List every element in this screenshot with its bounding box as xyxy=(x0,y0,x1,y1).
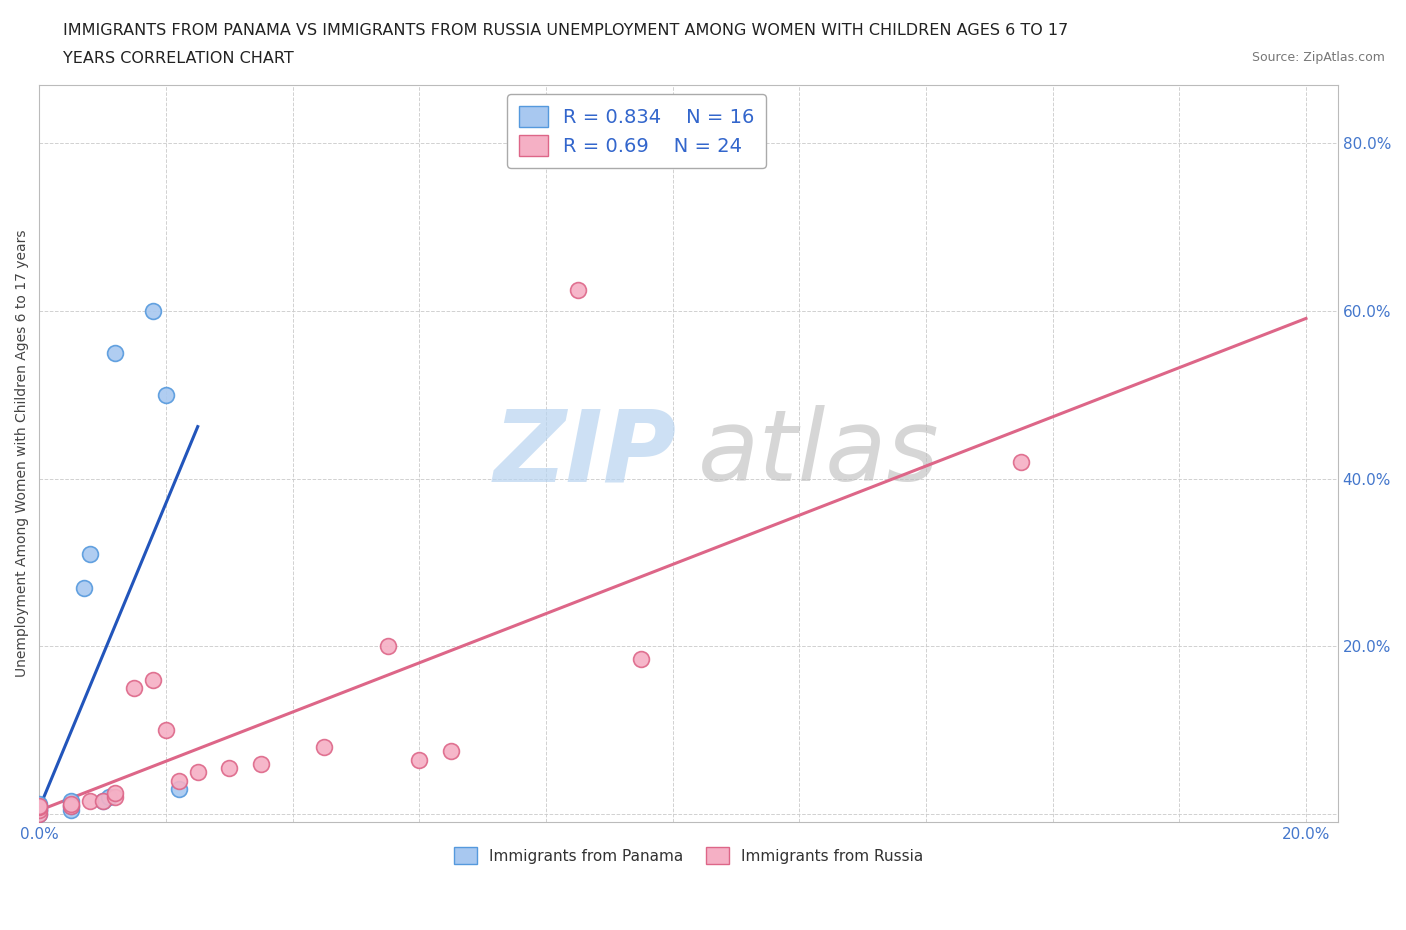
Point xyxy=(314,739,336,754)
Point xyxy=(60,803,83,817)
Point xyxy=(187,764,209,779)
Point xyxy=(440,744,463,759)
Point xyxy=(28,803,51,817)
Point xyxy=(79,547,101,562)
Point xyxy=(167,781,190,796)
Text: atlas: atlas xyxy=(697,405,939,502)
Point xyxy=(28,803,51,817)
Point xyxy=(408,752,430,767)
Point xyxy=(167,773,190,788)
Point xyxy=(630,652,652,667)
Point xyxy=(377,639,399,654)
Point xyxy=(98,790,121,804)
Point xyxy=(91,794,114,809)
Point xyxy=(250,756,273,771)
Text: YEARS CORRELATION CHART: YEARS CORRELATION CHART xyxy=(63,51,294,66)
Point xyxy=(60,794,83,809)
Point xyxy=(218,761,240,776)
Point xyxy=(28,803,51,817)
Point xyxy=(124,681,146,696)
Point xyxy=(28,806,51,821)
Point xyxy=(28,797,51,812)
Text: Source: ZipAtlas.com: Source: ZipAtlas.com xyxy=(1251,51,1385,64)
Point xyxy=(60,798,83,813)
Y-axis label: Unemployment Among Women with Children Ages 6 to 17 years: Unemployment Among Women with Children A… xyxy=(15,230,30,677)
Point xyxy=(60,798,83,813)
Point xyxy=(104,790,127,804)
Point xyxy=(1010,455,1032,470)
Point xyxy=(91,794,114,809)
Point xyxy=(155,388,177,403)
Point xyxy=(142,672,165,687)
Point xyxy=(567,283,589,298)
Point xyxy=(142,303,165,318)
Point xyxy=(28,798,51,813)
Point xyxy=(155,723,177,737)
Point xyxy=(104,786,127,801)
Point xyxy=(28,800,51,815)
Legend: Immigrants from Panama, Immigrants from Russia: Immigrants from Panama, Immigrants from … xyxy=(447,842,929,870)
Point xyxy=(104,346,127,361)
Text: IMMIGRANTS FROM PANAMA VS IMMIGRANTS FROM RUSSIA UNEMPLOYMENT AMONG WOMEN WITH C: IMMIGRANTS FROM PANAMA VS IMMIGRANTS FRO… xyxy=(63,23,1069,38)
Point xyxy=(28,806,51,821)
Point xyxy=(79,794,101,809)
Point xyxy=(73,580,96,595)
Text: ZIP: ZIP xyxy=(494,405,676,502)
Point xyxy=(60,797,83,812)
Point xyxy=(28,798,51,813)
